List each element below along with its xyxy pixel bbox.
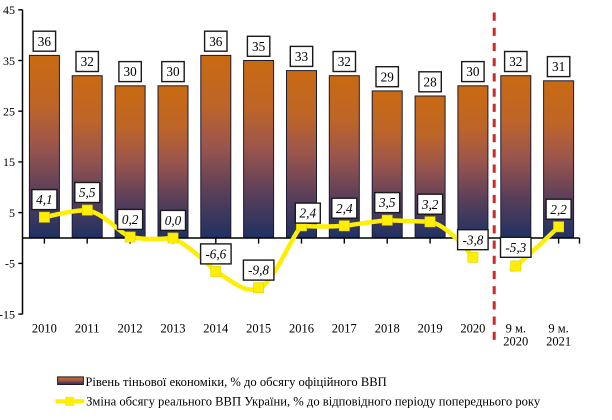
svg-text:30: 30 [124,64,138,79]
svg-text:-5: -5 [5,257,15,271]
svg-text:32: 32 [338,54,351,69]
svg-text:30: 30 [466,64,480,79]
svg-text:2,4: 2,4 [336,201,353,216]
svg-text:5: 5 [9,206,15,220]
svg-text:-6,6: -6,6 [205,247,226,262]
svg-text:32: 32 [81,54,94,69]
svg-text:30: 30 [166,64,180,79]
svg-text:-9,8: -9,8 [248,263,269,278]
svg-text:31: 31 [552,59,565,74]
svg-text:36: 36 [38,34,52,49]
svg-text:2020: 2020 [503,334,528,348]
svg-text:2010: 2010 [32,321,57,335]
svg-text:-5,3: -5,3 [505,240,526,255]
svg-text:36: 36 [209,34,223,49]
svg-text:2017: 2017 [332,321,357,335]
svg-text:0,0: 0,0 [165,213,182,228]
svg-text:9 м.: 9 м. [506,321,526,335]
svg-text:3,2: 3,2 [421,197,439,212]
svg-text:2,2: 2,2 [550,202,567,217]
svg-text:35: 35 [3,54,15,68]
svg-text:2021: 2021 [546,334,571,348]
svg-text:3,5: 3,5 [378,195,396,210]
svg-text:2020: 2020 [460,321,485,335]
svg-text:2016: 2016 [289,321,314,335]
svg-text:45: 45 [3,3,15,17]
svg-text:2019: 2019 [418,321,443,335]
svg-text:4,1: 4,1 [36,192,52,207]
svg-text:2013: 2013 [161,321,186,335]
svg-text:28: 28 [424,74,438,89]
svg-text:2012: 2012 [118,321,143,335]
svg-text:Рівень тіньової економіки, % д: Рівень тіньової економіки, % до обсягу о… [85,375,386,389]
svg-text:5,5: 5,5 [79,185,96,200]
svg-text:-3,8: -3,8 [462,232,483,247]
svg-text:2011: 2011 [75,321,100,335]
svg-text:2015: 2015 [246,321,271,335]
svg-text:33: 33 [295,49,309,64]
svg-text:32: 32 [509,54,522,69]
svg-text:25: 25 [3,105,15,119]
svg-text:2014: 2014 [203,321,229,335]
svg-text:29: 29 [381,69,395,84]
svg-text:Зміна обсягу реального ВВП Укр: Зміна обсягу реального ВВП України, % до… [86,395,541,409]
svg-text:2,4: 2,4 [300,206,317,221]
svg-text:9 м.: 9 м. [548,321,568,335]
svg-text:35: 35 [252,39,266,54]
svg-text:0,2: 0,2 [122,212,139,227]
svg-text:-15: -15 [0,307,15,321]
svg-text:15: 15 [3,155,15,169]
svg-text:2018: 2018 [375,321,400,335]
